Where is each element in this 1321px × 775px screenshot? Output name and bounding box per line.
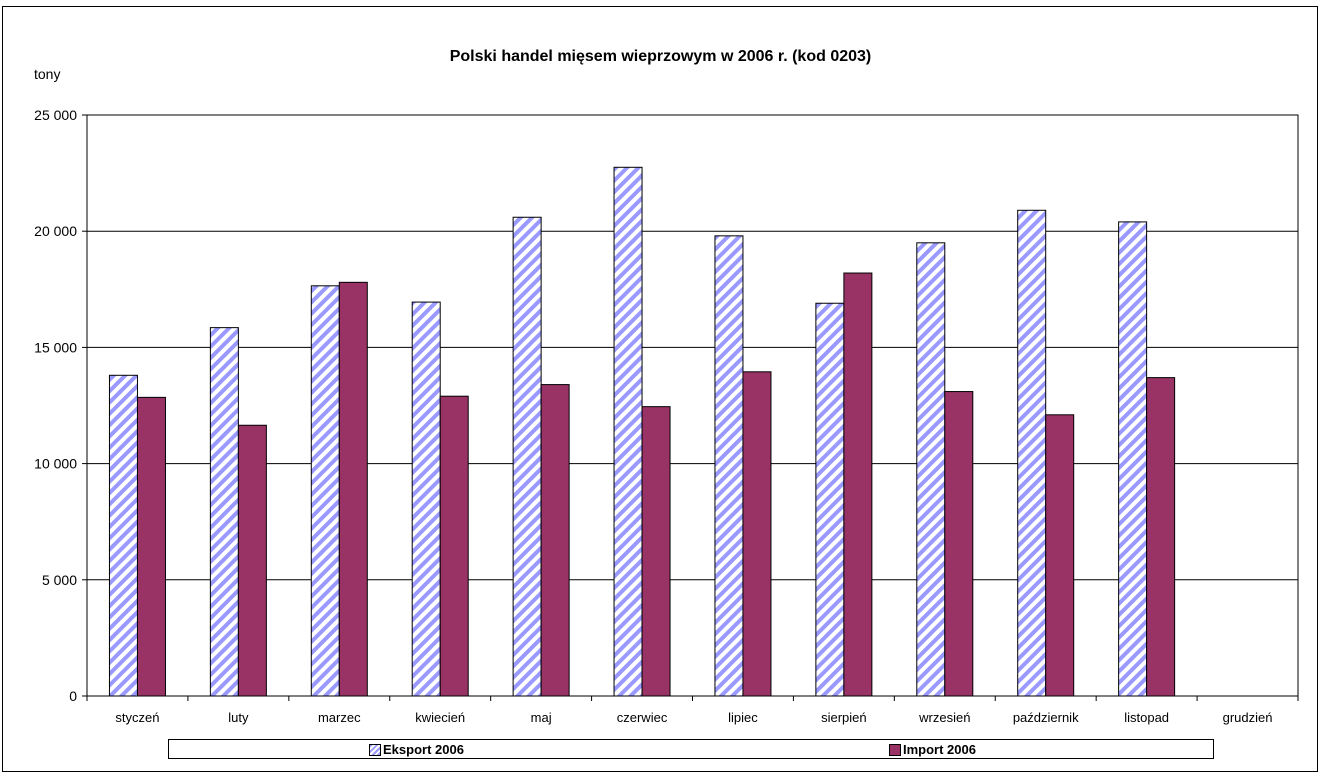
bar-import (944, 391, 974, 697)
x-tick-label: sierpień (821, 710, 867, 725)
bar-eksport (1118, 221, 1148, 697)
bar-import (439, 395, 469, 697)
legend-label-eksport: Eksport 2006 (383, 742, 464, 757)
bar-eksport (310, 285, 340, 697)
y-tick-label: 25 000 (34, 107, 77, 123)
x-tick-label: wrzesień (918, 710, 970, 725)
x-tick-label: luty (228, 710, 249, 725)
legend-swatch-import (889, 743, 901, 756)
bar-eksport (108, 374, 138, 697)
x-tick-label: maj (531, 710, 552, 725)
y-tick-label: 5 000 (42, 572, 77, 588)
axes: 0 5 000 10 000 15 000 20 000 25 000 styczeń lut… (34, 107, 1299, 725)
x-tick-label: czerwiec (617, 710, 668, 725)
x-tick-label: kwiecień (415, 710, 465, 725)
gridlines (87, 114, 1298, 581)
bar-eksport (714, 235, 744, 697)
bar-import (338, 281, 368, 697)
bar-import (843, 272, 873, 697)
bars (108, 166, 1176, 697)
x-tick-label: październik (1013, 710, 1079, 725)
legend-label-import: Import 2006 (903, 742, 976, 757)
x-tick-label: grudzień (1223, 710, 1273, 725)
x-tick-label: styczeń (115, 710, 159, 725)
legend-item-eksport: Eksport 2006 (369, 742, 464, 757)
x-tick-label: listopad (1124, 710, 1169, 725)
legend: Eksport 2006 Import 2006 (168, 739, 1214, 759)
chart-title: Polski handel mięsem wieprzowym w 2006 r… (449, 48, 872, 65)
bar-import (237, 424, 267, 697)
plot-area-border (86, 114, 1299, 697)
x-tick-label: lipiec (728, 710, 758, 725)
bar-import (742, 371, 772, 697)
bar-eksport (411, 301, 441, 697)
bar-eksport (1017, 209, 1047, 697)
legend-item-import: Import 2006 (889, 742, 976, 757)
bar-eksport (613, 166, 643, 697)
bar-import (136, 396, 166, 697)
y-tick-label: 0 (69, 688, 77, 704)
bar-import (1045, 414, 1075, 697)
y-axis-label: tony (34, 66, 61, 82)
bar-import (641, 406, 671, 697)
y-tick-label: 15 000 (34, 339, 77, 355)
bar-eksport (815, 302, 845, 697)
bar-eksport (916, 242, 946, 697)
y-tick-label: 10 000 (34, 456, 77, 472)
bar-import (540, 384, 570, 697)
bar-import (1146, 377, 1176, 697)
bar-eksport (512, 216, 542, 697)
bar-eksport (209, 327, 239, 697)
x-tick-label: marzec (318, 710, 361, 725)
y-tick-label: 20 000 (34, 223, 77, 239)
legend-swatch-eksport (369, 743, 381, 756)
